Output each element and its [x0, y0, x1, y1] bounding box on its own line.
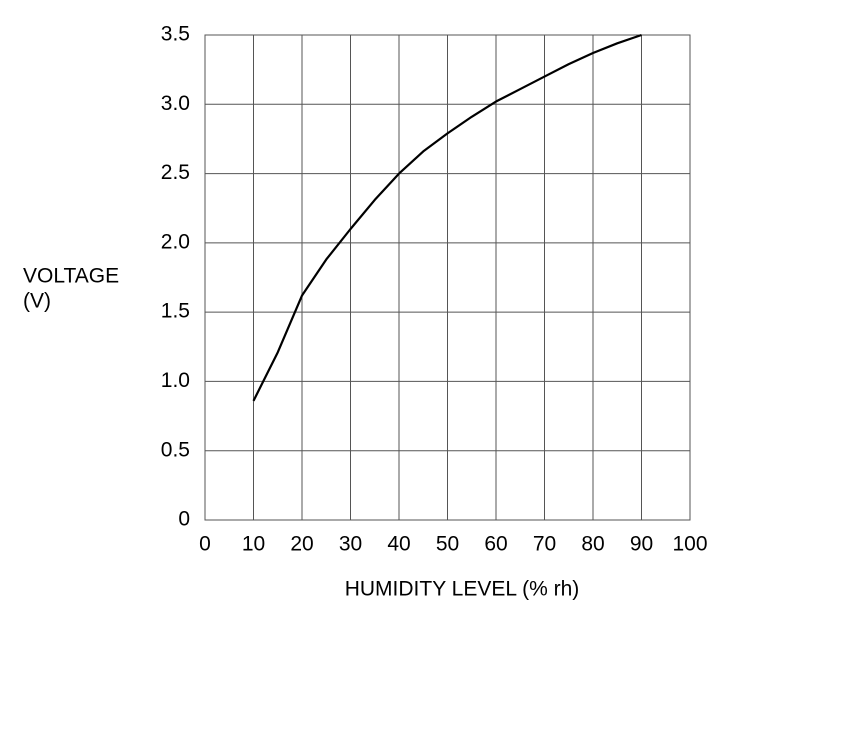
x-tick-label: 70 — [533, 533, 556, 556]
y-axis-label: (V) — [23, 290, 51, 313]
y-tick-label: 0.5 — [161, 438, 190, 461]
x-tick-label: 30 — [339, 533, 362, 556]
x-tick-label: 40 — [387, 533, 410, 556]
data-line — [252, 33, 642, 402]
y-tick-label: 2.5 — [161, 161, 190, 184]
y-tick-label: 3.5 — [161, 23, 190, 46]
y-tick-label: 0 — [178, 508, 190, 531]
y-tick-label: 2.0 — [161, 230, 190, 253]
x-tick-label: 0 — [199, 533, 211, 556]
x-tick-label: 100 — [672, 533, 707, 556]
y-tick-label: 1.0 — [161, 369, 190, 392]
x-tick-label: 10 — [242, 533, 265, 556]
y-tick-label: 1.5 — [161, 300, 190, 323]
y-axis-label: VOLTAGE — [23, 265, 119, 288]
x-tick-label: 90 — [630, 533, 653, 556]
x-tick-label: 50 — [436, 533, 459, 556]
x-axis-label: HUMIDITY LEVEL (% rh) — [345, 578, 580, 601]
x-tick-label: 20 — [290, 533, 313, 556]
x-tick-label: 60 — [484, 533, 507, 556]
y-tick-label: 3.0 — [161, 92, 190, 115]
x-tick-label: 80 — [581, 533, 604, 556]
